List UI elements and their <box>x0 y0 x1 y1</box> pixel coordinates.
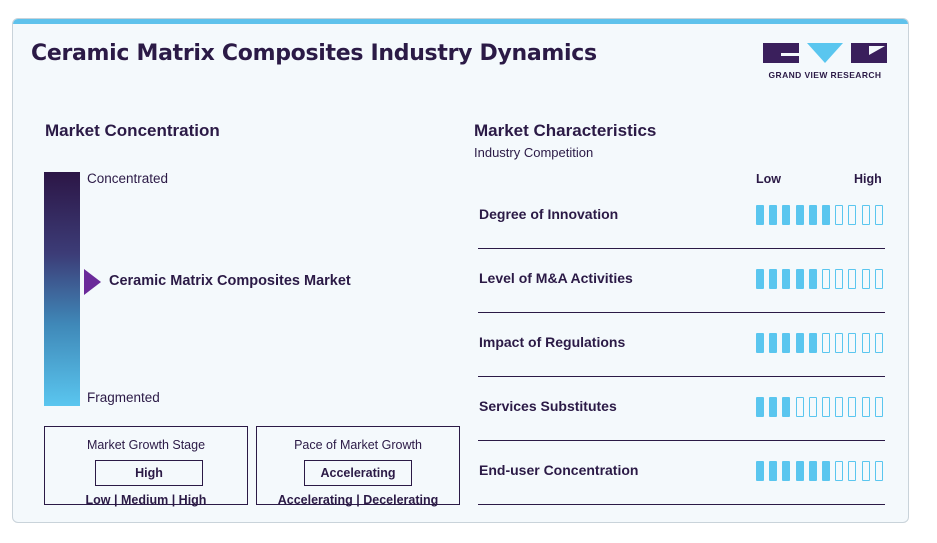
level-segment-empty <box>848 205 857 225</box>
level-segment-empty <box>861 461 870 481</box>
row-divider <box>478 248 885 249</box>
level-segment-empty <box>861 205 870 225</box>
pace-of-growth-options: Accelerating | Decelerating <box>277 493 439 507</box>
level-segment-filled <box>756 269 764 289</box>
grand-view-research-logo: GRAND VIEW RESEARCH <box>761 43 891 83</box>
level-segment-empty <box>835 461 844 481</box>
level-segment-filled <box>769 269 778 289</box>
row-divider <box>478 376 885 377</box>
characteristic-label: Degree of Innovation <box>479 206 619 222</box>
characteristic-label: End-user Concentration <box>479 462 639 478</box>
characteristic-row: Impact of Regulations <box>478 313 885 377</box>
level-segment-empty <box>795 397 804 417</box>
level-segment-empty <box>808 397 817 417</box>
level-segment-filled <box>795 205 804 225</box>
level-segment-empty <box>822 333 830 353</box>
level-segment-empty <box>848 461 857 481</box>
level-segment-filled <box>822 461 830 481</box>
level-segment-filled <box>795 461 804 481</box>
characteristic-level-meter <box>756 333 886 355</box>
fragmented-label: Fragmented <box>87 390 160 405</box>
level-segment-filled <box>808 269 817 289</box>
accent-top-bar <box>13 19 908 24</box>
level-segment-filled <box>756 333 764 353</box>
scale-high-label: High <box>854 172 882 186</box>
level-segment-empty <box>874 333 883 353</box>
growth-stage-option: Medium <box>120 493 169 507</box>
row-divider <box>478 312 885 313</box>
level-segment-empty <box>835 333 844 353</box>
growth-stage-selected: High <box>95 460 203 486</box>
row-divider <box>478 504 885 505</box>
growth-stage-option: High <box>178 493 207 507</box>
characteristic-row: Services Substitutes <box>478 377 885 441</box>
level-segment-empty <box>835 205 844 225</box>
pace-option: Decelerating <box>363 493 439 507</box>
level-segment-empty <box>822 269 830 289</box>
growth-stage-title: Market Growth Stage <box>86 438 206 452</box>
level-segment-empty <box>848 269 857 289</box>
level-segment-filled <box>782 461 791 481</box>
characteristic-label: Impact of Regulations <box>479 334 626 350</box>
level-segment-filled <box>795 333 804 353</box>
industry-competition-subheading: Industry Competition <box>474 145 594 160</box>
level-segment-filled <box>808 205 817 225</box>
growth-stage-options: Low | Medium | High <box>85 493 207 507</box>
concentrated-label: Concentrated <box>87 171 169 186</box>
market-concentration-heading: Market Concentration <box>45 121 220 140</box>
level-segment-empty <box>848 333 857 353</box>
logo-marks-icon <box>763 43 887 63</box>
level-segment-filled <box>769 397 778 417</box>
level-segment-empty <box>861 269 870 289</box>
market-position-arrow-icon <box>84 268 101 295</box>
pace-of-growth-selected: Accelerating <box>304 460 412 486</box>
level-segment-empty <box>835 269 844 289</box>
level-segment-filled <box>756 205 764 225</box>
industry-dynamics-card: Ceramic Matrix Composites Industry Dynam… <box>12 18 909 523</box>
level-segment-filled <box>782 333 791 353</box>
row-divider <box>478 440 885 441</box>
level-segment-empty <box>861 397 870 417</box>
level-segment-empty <box>822 397 830 417</box>
level-segment-empty <box>874 269 883 289</box>
level-segment-filled <box>769 333 778 353</box>
level-segment-empty <box>874 461 883 481</box>
level-segment-filled <box>822 205 830 225</box>
characteristic-label: Services Substitutes <box>479 398 617 414</box>
level-segment-filled <box>769 461 778 481</box>
level-segment-filled <box>782 269 791 289</box>
level-segment-empty <box>874 397 883 417</box>
characteristic-row: Level of M&A Activities <box>478 249 885 313</box>
level-segment-filled <box>756 461 764 481</box>
characteristic-row: Degree of Innovation <box>478 185 885 249</box>
scale-low-label: Low <box>756 172 781 186</box>
level-segment-empty <box>835 397 844 417</box>
level-segment-filled <box>782 205 791 225</box>
level-segment-filled <box>808 333 817 353</box>
concentration-gradient-bar <box>44 172 80 406</box>
characteristic-level-meter <box>756 461 886 483</box>
level-segment-empty <box>874 205 883 225</box>
level-segment-empty <box>861 333 870 353</box>
characteristic-row: End-user Concentration <box>478 441 885 505</box>
level-segment-empty <box>848 397 857 417</box>
market-characteristics-heading: Market Characteristics <box>474 121 657 140</box>
characteristic-label: Level of M&A Activities <box>479 270 633 286</box>
level-segment-filled <box>795 269 804 289</box>
pace-option: Accelerating <box>277 493 353 507</box>
market-position-label: Ceramic Matrix Composites Market <box>109 272 351 289</box>
level-segment-filled <box>782 397 791 417</box>
growth-stage-option: Low <box>85 493 111 507</box>
characteristic-level-meter <box>756 397 886 419</box>
characteristic-level-meter <box>756 269 886 291</box>
market-growth-stage-box: Market Growth Stage High Low | Medium | … <box>44 426 248 507</box>
level-segment-filled <box>756 397 764 417</box>
level-segment-filled <box>769 205 778 225</box>
logo-text: GRAND VIEW RESEARCH <box>768 70 882 80</box>
pace-of-market-growth-box: Pace of Market Growth Accelerating Accel… <box>256 426 460 507</box>
pace-of-growth-title: Pace of Market Growth <box>294 438 422 452</box>
level-segment-filled <box>808 461 817 481</box>
characteristic-level-meter <box>756 205 886 227</box>
page-title: Ceramic Matrix Composites Industry Dynam… <box>31 41 597 66</box>
